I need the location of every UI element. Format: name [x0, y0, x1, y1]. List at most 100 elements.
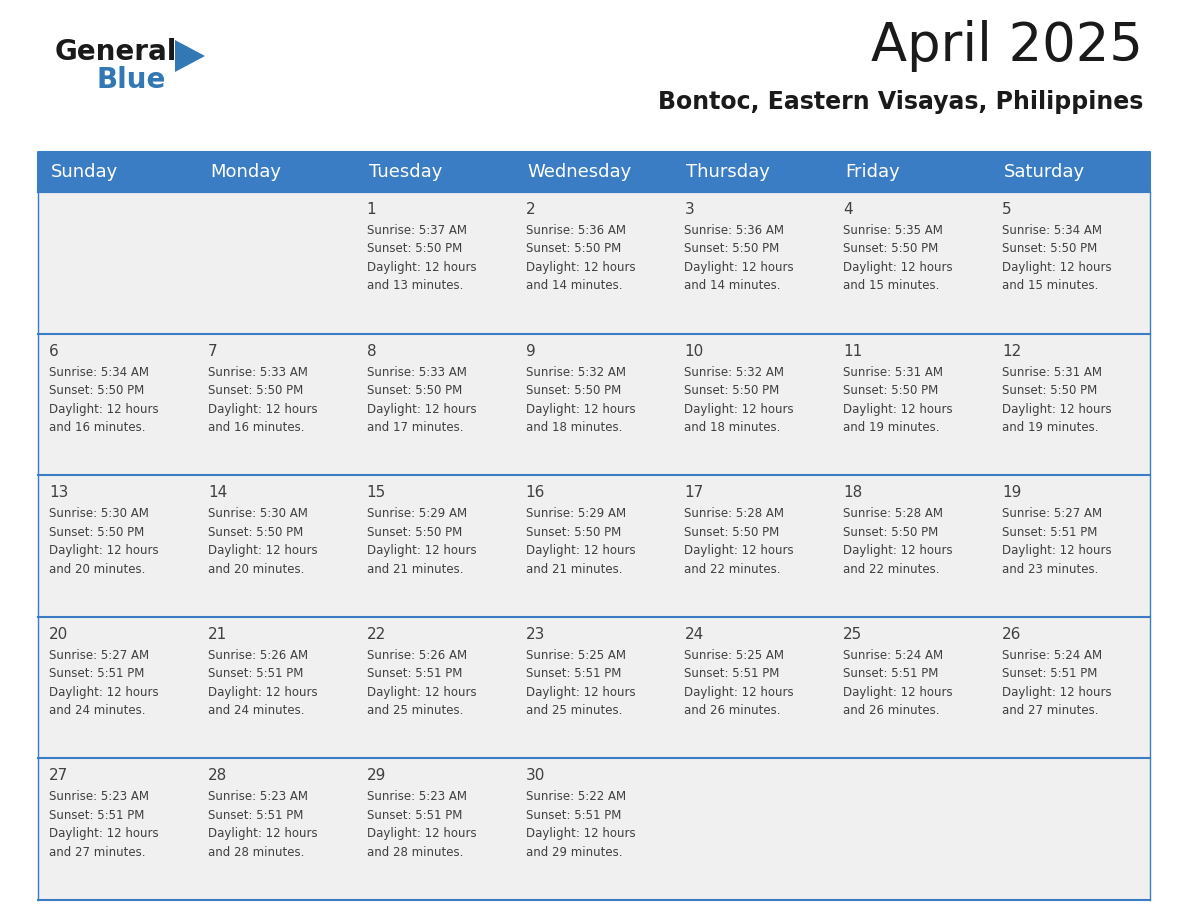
Text: 10: 10 — [684, 343, 703, 359]
Text: and 17 minutes.: and 17 minutes. — [367, 421, 463, 434]
Text: Sunrise: 5:30 AM: Sunrise: 5:30 AM — [49, 508, 148, 521]
Text: Daylight: 12 hours: Daylight: 12 hours — [684, 261, 794, 274]
Text: Sunrise: 5:35 AM: Sunrise: 5:35 AM — [843, 224, 943, 237]
Text: Daylight: 12 hours: Daylight: 12 hours — [1003, 686, 1112, 699]
Text: 25: 25 — [843, 627, 862, 642]
Text: Sunset: 5:50 PM: Sunset: 5:50 PM — [1003, 384, 1098, 397]
Text: 13: 13 — [49, 486, 69, 500]
Text: 2: 2 — [525, 202, 536, 217]
Text: 4: 4 — [843, 202, 853, 217]
Bar — [197, 758, 355, 900]
Bar — [674, 192, 833, 333]
Bar — [674, 758, 833, 900]
Text: and 16 minutes.: and 16 minutes. — [208, 421, 304, 434]
Text: Sunrise: 5:31 AM: Sunrise: 5:31 AM — [1003, 365, 1102, 378]
Text: and 24 minutes.: and 24 minutes. — [208, 704, 304, 717]
Bar — [991, 192, 1150, 333]
Bar — [991, 476, 1150, 617]
Text: Sunrise: 5:33 AM: Sunrise: 5:33 AM — [208, 365, 308, 378]
Text: 17: 17 — [684, 486, 703, 500]
Bar — [833, 333, 991, 476]
Text: 8: 8 — [367, 343, 377, 359]
Text: Bontoc, Eastern Visayas, Philippines: Bontoc, Eastern Visayas, Philippines — [658, 90, 1143, 114]
Text: Sunset: 5:50 PM: Sunset: 5:50 PM — [49, 384, 144, 397]
Bar — [514, 152, 674, 192]
Text: and 23 minutes.: and 23 minutes. — [1003, 563, 1099, 576]
Text: Sunset: 5:50 PM: Sunset: 5:50 PM — [208, 526, 303, 539]
Bar — [514, 758, 674, 900]
Polygon shape — [175, 40, 206, 72]
Text: Daylight: 12 hours: Daylight: 12 hours — [49, 686, 159, 699]
Text: 11: 11 — [843, 343, 862, 359]
Bar — [674, 476, 833, 617]
Text: Sunrise: 5:31 AM: Sunrise: 5:31 AM — [843, 365, 943, 378]
Text: Sunset: 5:51 PM: Sunset: 5:51 PM — [1003, 526, 1098, 539]
Text: Friday: Friday — [846, 163, 901, 181]
Text: Sunrise: 5:26 AM: Sunrise: 5:26 AM — [208, 649, 308, 662]
Text: 12: 12 — [1003, 343, 1022, 359]
Text: Daylight: 12 hours: Daylight: 12 hours — [525, 827, 636, 840]
Text: Sunrise: 5:32 AM: Sunrise: 5:32 AM — [525, 365, 626, 378]
Text: General: General — [55, 38, 177, 66]
Text: and 28 minutes.: and 28 minutes. — [367, 845, 463, 859]
Text: Sunrise: 5:37 AM: Sunrise: 5:37 AM — [367, 224, 467, 237]
Text: Thursday: Thursday — [687, 163, 770, 181]
Bar — [38, 758, 197, 900]
Text: 22: 22 — [367, 627, 386, 642]
Text: Sunset: 5:51 PM: Sunset: 5:51 PM — [49, 809, 145, 822]
Bar — [355, 152, 514, 192]
Text: Tuesday: Tuesday — [368, 163, 442, 181]
Text: 23: 23 — [525, 627, 545, 642]
Bar — [197, 476, 355, 617]
Text: Sunrise: 5:34 AM: Sunrise: 5:34 AM — [49, 365, 148, 378]
Text: and 22 minutes.: and 22 minutes. — [684, 563, 781, 576]
Text: April 2025: April 2025 — [871, 20, 1143, 72]
Text: and 18 minutes.: and 18 minutes. — [684, 421, 781, 434]
Text: Daylight: 12 hours: Daylight: 12 hours — [49, 827, 159, 840]
Text: Sunrise: 5:26 AM: Sunrise: 5:26 AM — [367, 649, 467, 662]
Text: Sunset: 5:51 PM: Sunset: 5:51 PM — [367, 667, 462, 680]
Text: 26: 26 — [1003, 627, 1022, 642]
Text: and 15 minutes.: and 15 minutes. — [1003, 279, 1099, 293]
Text: 30: 30 — [525, 768, 545, 783]
Bar — [833, 758, 991, 900]
Text: 9: 9 — [525, 343, 536, 359]
Bar — [674, 617, 833, 758]
Text: Daylight: 12 hours: Daylight: 12 hours — [843, 403, 953, 416]
Text: 7: 7 — [208, 343, 217, 359]
Text: 21: 21 — [208, 627, 227, 642]
Text: and 28 minutes.: and 28 minutes. — [208, 845, 304, 859]
Text: Sunrise: 5:28 AM: Sunrise: 5:28 AM — [843, 508, 943, 521]
Text: 29: 29 — [367, 768, 386, 783]
Text: Sunset: 5:50 PM: Sunset: 5:50 PM — [684, 384, 779, 397]
Text: Sunrise: 5:25 AM: Sunrise: 5:25 AM — [525, 649, 626, 662]
Text: Sunset: 5:51 PM: Sunset: 5:51 PM — [525, 667, 621, 680]
Text: 5: 5 — [1003, 202, 1012, 217]
Text: Sunset: 5:50 PM: Sunset: 5:50 PM — [525, 242, 621, 255]
Bar — [38, 617, 197, 758]
Bar — [514, 476, 674, 617]
Text: Sunrise: 5:28 AM: Sunrise: 5:28 AM — [684, 508, 784, 521]
Text: 14: 14 — [208, 486, 227, 500]
Bar — [991, 617, 1150, 758]
Text: Sunset: 5:50 PM: Sunset: 5:50 PM — [367, 526, 462, 539]
Bar — [197, 192, 355, 333]
Text: Daylight: 12 hours: Daylight: 12 hours — [843, 261, 953, 274]
Text: and 27 minutes.: and 27 minutes. — [49, 845, 145, 859]
Text: Sunrise: 5:23 AM: Sunrise: 5:23 AM — [208, 790, 308, 803]
Text: Sunrise: 5:30 AM: Sunrise: 5:30 AM — [208, 508, 308, 521]
Bar — [38, 333, 197, 476]
Text: Sunset: 5:51 PM: Sunset: 5:51 PM — [367, 809, 462, 822]
Text: Sunset: 5:50 PM: Sunset: 5:50 PM — [525, 384, 621, 397]
Text: Sunset: 5:50 PM: Sunset: 5:50 PM — [367, 242, 462, 255]
Text: Sunrise: 5:25 AM: Sunrise: 5:25 AM — [684, 649, 784, 662]
Text: Sunset: 5:51 PM: Sunset: 5:51 PM — [49, 667, 145, 680]
Text: Daylight: 12 hours: Daylight: 12 hours — [525, 261, 636, 274]
Text: Sunset: 5:51 PM: Sunset: 5:51 PM — [208, 809, 303, 822]
Text: Daylight: 12 hours: Daylight: 12 hours — [49, 403, 159, 416]
Text: and 21 minutes.: and 21 minutes. — [367, 563, 463, 576]
Bar — [514, 617, 674, 758]
Text: Sunset: 5:50 PM: Sunset: 5:50 PM — [684, 526, 779, 539]
Text: Daylight: 12 hours: Daylight: 12 hours — [1003, 544, 1112, 557]
Bar — [514, 333, 674, 476]
